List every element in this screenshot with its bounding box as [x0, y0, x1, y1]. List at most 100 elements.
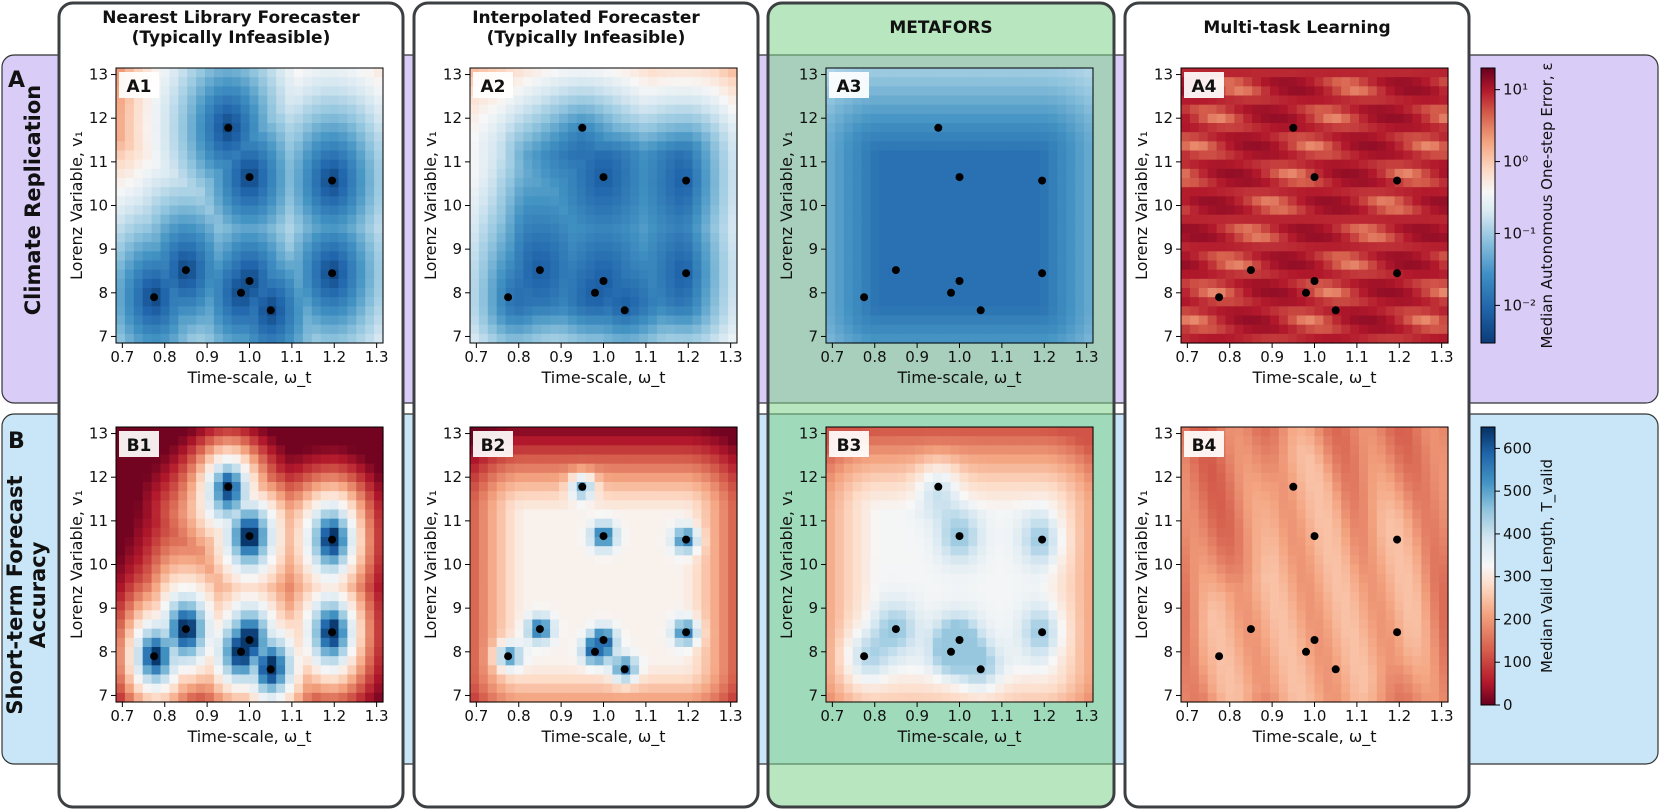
heatmap-cell	[365, 573, 375, 584]
y-tick-label: 9	[1163, 240, 1173, 258]
heatmap-cell	[674, 315, 685, 326]
heatmap-cell	[639, 278, 649, 289]
heatmap-cell	[338, 518, 348, 529]
heatmap-cell	[861, 306, 872, 317]
heatmap-cell	[1385, 333, 1396, 344]
heatmap-cell	[879, 233, 889, 243]
heatmap-cell	[178, 251, 188, 262]
heatmap-cell	[870, 297, 880, 307]
heatmap-cell	[240, 233, 251, 243]
heatmap-cell	[888, 159, 898, 170]
heatmap-cell	[258, 123, 268, 133]
heatmap-cell	[1243, 333, 1253, 344]
heatmap-cell	[968, 278, 978, 289]
y-tick-label: 9	[98, 599, 108, 617]
heatmap-cell	[710, 77, 720, 87]
heatmap-cell	[302, 86, 313, 97]
heatmap-cell	[320, 269, 331, 280]
heatmap-cell	[124, 324, 135, 335]
heatmap-cell	[258, 168, 268, 179]
heatmap-cell	[915, 86, 925, 97]
heatmap-cell	[1057, 324, 1067, 335]
heatmap-cell	[213, 674, 224, 685]
heatmap-cell	[1403, 278, 1413, 289]
heatmap-cell	[1234, 233, 1244, 243]
heatmap-cell	[906, 150, 916, 161]
heatmap-cell	[541, 537, 551, 547]
heatmap-cell	[861, 113, 872, 124]
heatmap-cell	[249, 132, 259, 142]
heatmap-cell	[169, 491, 179, 501]
heatmap-cell	[995, 132, 1005, 142]
heatmap-cell	[1039, 333, 1050, 344]
heatmap-cell	[870, 214, 880, 225]
heatmap-cell	[276, 665, 286, 676]
heatmap-cell	[1305, 104, 1316, 115]
heatmap-cell	[1367, 278, 1378, 289]
heatmap-cell	[1039, 187, 1050, 197]
heatmap-cell	[142, 656, 153, 666]
heatmap-cell	[213, 454, 224, 465]
heatmap-cell	[320, 500, 331, 511]
heatmap-cell	[240, 592, 251, 602]
heatmap-cell	[302, 315, 313, 326]
heatmap-cell	[1216, 251, 1227, 262]
x-axis-label: Time-scale, ω_t	[541, 368, 666, 388]
heatmap-cell	[1278, 68, 1289, 78]
heatmap-cell	[692, 205, 702, 216]
heatmap-cell	[222, 518, 233, 529]
heatmap-cell	[249, 546, 259, 556]
heatmap-cell	[728, 297, 738, 307]
heatmap-cell	[523, 482, 533, 492]
heatmap-cell	[728, 260, 738, 271]
heatmap-cell	[470, 278, 480, 289]
heatmap-cell	[124, 491, 135, 501]
heatmap-cell	[1350, 141, 1360, 152]
heatmap-cell	[932, 297, 943, 307]
heatmap-cell	[897, 260, 907, 271]
heatmap-cell	[648, 214, 658, 225]
heatmap-cell	[187, 315, 197, 326]
heatmap-cell	[487, 491, 498, 501]
heatmap-cell	[1030, 95, 1041, 106]
heatmap-cell	[205, 68, 215, 78]
heatmap-cell	[1021, 260, 1032, 271]
heatmap-cell	[231, 546, 242, 556]
heatmap-cell	[1367, 205, 1378, 216]
heatmap-cell	[514, 436, 524, 446]
heatmap-cell	[594, 113, 605, 124]
heatmap-cell	[249, 527, 259, 538]
heatmap-cell	[728, 306, 738, 317]
heatmap-cell	[1198, 214, 1209, 225]
heatmap-cell	[222, 242, 233, 252]
heatmap-cell	[1225, 86, 1235, 97]
heatmap-cell	[630, 77, 640, 87]
heatmap-cell	[888, 297, 898, 307]
heatmap-cell	[834, 260, 845, 271]
heatmap-cell	[1394, 233, 1405, 243]
heatmap-cell	[320, 454, 331, 465]
heatmap-cell	[160, 463, 170, 474]
heatmap-cell	[116, 150, 126, 161]
heatmap-cell	[133, 518, 144, 529]
heatmap-cell	[1030, 132, 1041, 142]
heatmap-cell	[116, 278, 126, 289]
heatmap-cell	[1421, 278, 1431, 289]
heatmap-cell	[294, 315, 304, 326]
heatmap-cell	[1243, 132, 1253, 142]
heatmap-cell	[995, 113, 1005, 124]
heatmap-cell	[1189, 214, 1200, 225]
x-tick-label: 1.2	[676, 348, 700, 366]
heatmap-cell	[374, 159, 384, 170]
heatmap-cell	[116, 463, 126, 474]
heatmap-cell	[1287, 187, 1298, 197]
library-point	[1289, 123, 1298, 132]
heatmap-cell	[977, 178, 987, 188]
heatmap-cell	[365, 315, 375, 326]
heatmap-cell	[505, 619, 516, 630]
heatmap-cell	[151, 104, 162, 115]
heatmap-cell	[1367, 269, 1378, 280]
heatmap-cell	[523, 564, 533, 575]
heatmap-cell	[1421, 260, 1431, 271]
panel-label-box	[119, 72, 159, 98]
